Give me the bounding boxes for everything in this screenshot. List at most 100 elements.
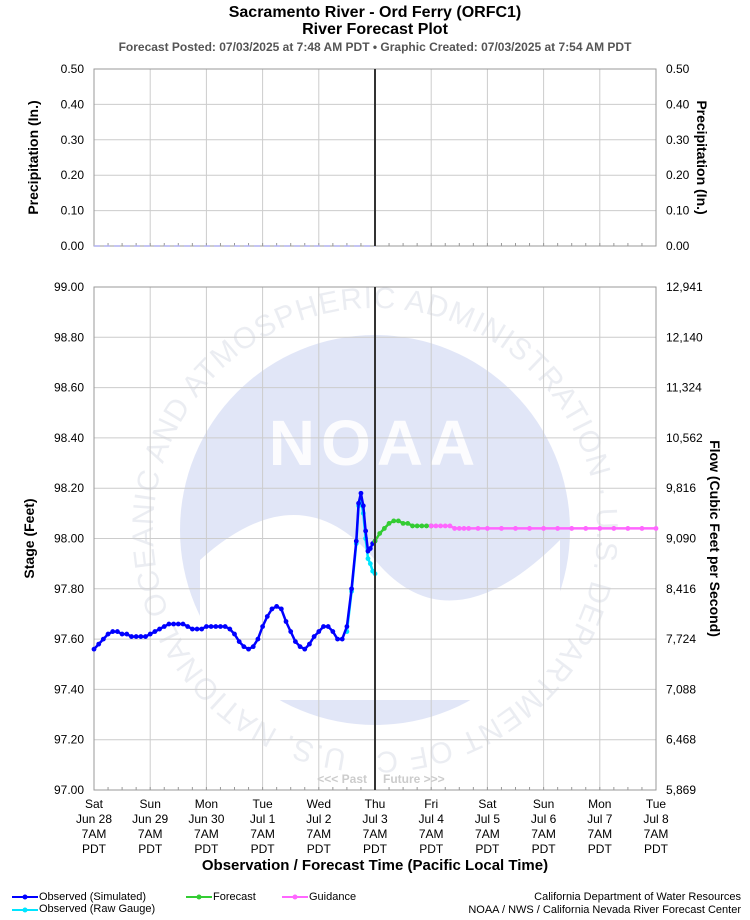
data-point-observed-simulated bbox=[105, 631, 111, 637]
annotation-past: <<< Past bbox=[317, 772, 367, 786]
posted-timestamp: Forecast Posted: 07/03/2025 at 7:48 AM P… bbox=[118, 40, 632, 54]
data-point-observed-simulated bbox=[204, 624, 209, 629]
x-tick-label: Jun 29 bbox=[132, 812, 168, 826]
data-point-forecast bbox=[424, 523, 429, 529]
x-tick-label: PDT bbox=[419, 842, 444, 856]
watermark-wave bbox=[200, 515, 560, 700]
x-tick-label: Jul 4 bbox=[419, 812, 445, 826]
data-point-observed-simulated bbox=[307, 641, 312, 647]
x-tick-label: PDT bbox=[251, 842, 276, 856]
x-tick-label: Mon bbox=[588, 797, 611, 811]
data-point-guidance bbox=[452, 526, 458, 531]
watermark-logo-text: NOAA bbox=[269, 407, 481, 479]
data-point-forecast bbox=[410, 523, 415, 529]
stage-tick-left: 97.80 bbox=[54, 582, 84, 596]
data-point-observed-raw-gauge bbox=[365, 556, 371, 562]
legend-label-forecast: Forecast bbox=[213, 891, 256, 903]
data-point-observed-simulated bbox=[152, 629, 158, 634]
precip-tick-left: 0.30 bbox=[61, 133, 85, 147]
x-tick-label: Jun 28 bbox=[76, 812, 112, 826]
x-tick-label: PDT bbox=[138, 842, 163, 856]
data-point-guidance bbox=[611, 526, 617, 531]
data-point-observed-simulated bbox=[189, 626, 195, 632]
data-point-guidance bbox=[569, 526, 575, 531]
precip-tick-right: 0.20 bbox=[666, 168, 690, 182]
flow-tick-right: 7,088 bbox=[666, 682, 696, 696]
data-point-observed-simulated bbox=[161, 624, 167, 629]
data-point-guidance bbox=[597, 526, 603, 531]
data-point-observed-simulated bbox=[283, 619, 289, 624]
data-point-forecast bbox=[396, 518, 401, 524]
flow-tick-right: 7,724 bbox=[666, 632, 696, 646]
stage-tick-left: 98.80 bbox=[54, 330, 84, 344]
data-point-guidance bbox=[442, 523, 448, 529]
data-point-guidance bbox=[583, 526, 589, 531]
data-point-observed-simulated bbox=[227, 626, 233, 632]
x-tick-label: Thu bbox=[365, 797, 386, 811]
data-point-observed-simulated bbox=[138, 634, 144, 639]
data-point-observed-simulated bbox=[166, 621, 172, 627]
x-tick-label: 7AM bbox=[194, 827, 219, 841]
chart-title: Sacramento River - Ord Ferry (ORFC1) bbox=[228, 4, 522, 21]
data-point-guidance bbox=[466, 526, 472, 531]
data-point-observed-simulated bbox=[91, 646, 97, 652]
data-point-observed-simulated bbox=[353, 538, 359, 544]
x-axis-label: Observation / Forecast Time (Pacific Loc… bbox=[202, 857, 548, 874]
data-point-observed-simulated bbox=[339, 636, 345, 642]
x-tick-label: 7AM bbox=[531, 827, 556, 841]
legend-swatch-guidance bbox=[282, 894, 308, 900]
precip-tick-right: 0.00 bbox=[666, 239, 690, 253]
x-tick-label: Fri bbox=[424, 797, 438, 811]
data-point-observed-simulated bbox=[119, 631, 125, 637]
x-tick-label: 7AM bbox=[644, 827, 669, 841]
data-point-observed-simulated bbox=[180, 621, 186, 627]
data-point-guidance bbox=[555, 526, 561, 531]
legend-label-observed-simulated: Observed (Simulated) bbox=[39, 891, 146, 903]
x-tick-label: Sat bbox=[478, 797, 497, 811]
data-point-observed-simulated bbox=[360, 503, 366, 509]
data-point-observed-simulated bbox=[100, 636, 106, 642]
x-tick-label: Sun bbox=[533, 797, 554, 811]
data-point-observed-simulated bbox=[171, 621, 177, 627]
flow-tick-right: 8,416 bbox=[666, 582, 696, 596]
data-point-forecast bbox=[386, 521, 392, 526]
x-tick-label: Sun bbox=[140, 797, 161, 811]
stage-tick-left: 99.00 bbox=[54, 280, 84, 294]
precip-ylabel-left: Precipitation (In.) bbox=[25, 100, 41, 214]
flow-tick-right: 9,090 bbox=[666, 532, 696, 546]
data-point-guidance bbox=[428, 523, 434, 529]
legend-swatch-observed-raw bbox=[12, 907, 38, 913]
annotation-future: Future >>> bbox=[383, 772, 445, 786]
data-point-observed-simulated bbox=[297, 644, 303, 650]
data-point-guidance bbox=[456, 526, 462, 531]
data-point-guidance bbox=[625, 526, 631, 531]
data-point-observed-simulated bbox=[288, 629, 294, 634]
legend-label-observed-raw: Observed (Raw Gauge) bbox=[39, 903, 156, 915]
precip-ylabel-right: Precipitation (In.) bbox=[694, 100, 710, 214]
stage-tick-left: 97.00 bbox=[54, 783, 84, 797]
stage-tick-left: 97.40 bbox=[54, 682, 84, 696]
data-point-observed-simulated bbox=[302, 646, 308, 652]
data-point-observed-simulated bbox=[236, 639, 242, 645]
stage-tick-left: 97.20 bbox=[54, 733, 84, 747]
data-point-forecast bbox=[391, 518, 397, 524]
stage-tick-left: 98.20 bbox=[54, 481, 84, 495]
data-point-observed-simulated bbox=[218, 624, 223, 629]
legend-swatch-observed-simulated bbox=[12, 894, 38, 900]
legend-swatch-forecast bbox=[186, 894, 212, 900]
data-point-observed-simulated bbox=[344, 624, 350, 629]
x-tick-label: Mon bbox=[195, 797, 218, 811]
data-point-observed-simulated bbox=[330, 629, 336, 634]
data-point-observed-simulated bbox=[199, 626, 205, 632]
credit-dwr: California Department of Water Resources bbox=[534, 891, 741, 903]
data-point-guidance bbox=[438, 523, 443, 529]
data-point-observed-simulated bbox=[356, 500, 362, 506]
data-point-observed-simulated bbox=[110, 629, 116, 634]
x-tick-label: Jul 2 bbox=[306, 812, 332, 826]
legend-label-guidance: Guidance bbox=[309, 891, 357, 903]
stage-tick-left: 97.60 bbox=[54, 632, 84, 646]
data-point-observed-simulated bbox=[115, 629, 120, 634]
data-point-observed-simulated bbox=[363, 528, 369, 534]
